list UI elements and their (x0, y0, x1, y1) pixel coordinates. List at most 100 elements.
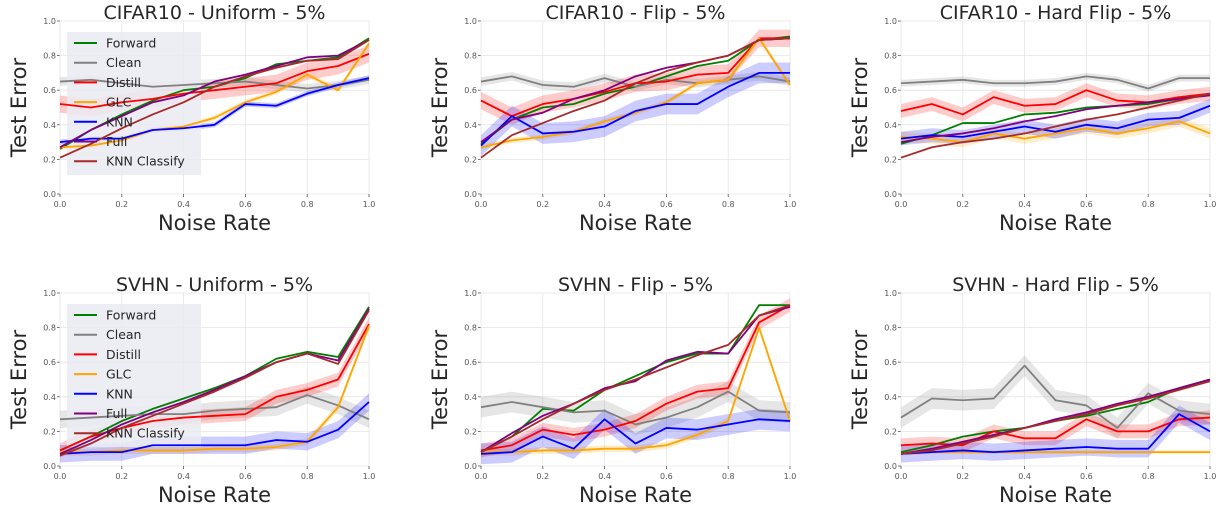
chart-panel: 0.0 0.2 0.4 0.6 0.8 1.0 0.0 0.2 0.4 0.6 0.8 1.0 CIFA… (848, 2, 1216, 235)
x-tick-label: 0.6 (239, 200, 252, 209)
y-tick-label: 0.8 (43, 324, 56, 333)
x-tick-label: 0.0 (475, 200, 488, 209)
y-tick-label: 0.0 (43, 462, 56, 471)
y-tick-label: 0.0 (884, 190, 897, 199)
x-tick-label: 0.4 (1018, 200, 1031, 209)
series-line-knn-classify (480, 304, 791, 453)
series-line-forward (480, 304, 790, 453)
series-line-knn-classify (900, 380, 1211, 455)
y-tick-label: 0.4 (464, 121, 477, 130)
x-tick-label: 0.6 (239, 472, 252, 481)
x-axis-label: Noise Rate (158, 483, 271, 507)
y-axis-label: Test Error (848, 58, 872, 159)
y-tick-label: 0.4 (43, 393, 56, 402)
y-tick-label: 1.0 (43, 17, 56, 26)
series-line-clean (900, 75, 1210, 90)
y-tick-label: 1.0 (464, 17, 477, 26)
legend-label: Full (106, 134, 127, 149)
series-line-glc (900, 451, 1210, 455)
legend-label: Full (106, 406, 127, 421)
x-tick-label: 0.4 (177, 472, 190, 481)
chart-title: SVHN - Flip - 5% (558, 274, 713, 296)
chart-title: CIFAR10 - Uniform - 5% (104, 2, 326, 24)
series-line-knn-classify (59, 39, 370, 159)
series-line-knn (480, 418, 791, 455)
series-line-glc (60, 325, 370, 454)
series-line-clean (59, 78, 370, 90)
x-tick-label: 0.2 (115, 472, 128, 481)
series-line-full (480, 305, 791, 453)
series-line-glc (481, 326, 791, 454)
series-line-clean (480, 390, 791, 426)
series-band-distill (481, 298, 790, 458)
x-tick-label: 0.8 (722, 200, 735, 209)
y-tick-label: 0.8 (884, 52, 897, 61)
x-tick-label: 1.0 (1204, 472, 1217, 481)
series-band-clean (901, 355, 1210, 439)
x-tick-label: 0.4 (598, 472, 611, 481)
x-tick-label: 0.6 (660, 472, 673, 481)
legend-label: GLC (106, 367, 132, 382)
y-tick-label: 0.6 (464, 358, 477, 367)
x-tick-label: 0.6 (1080, 472, 1093, 481)
y-tick-label: 0.2 (884, 155, 897, 164)
x-tick-label: 0.8 (1142, 472, 1155, 481)
x-tick-label: 0.2 (536, 472, 549, 481)
x-tick-label: 1.0 (1204, 200, 1217, 209)
x-tick-label: 0.2 (115, 200, 128, 209)
legend-label: Distill (106, 75, 141, 90)
series-line-knn (900, 413, 1211, 455)
x-tick-label: 0.2 (536, 200, 549, 209)
y-tick-label: 1.0 (884, 289, 897, 298)
x-axis-label: Noise Rate (999, 211, 1112, 235)
y-axis-label: Test Error (7, 330, 31, 431)
chart-panel: 0.0 0.2 0.4 0.6 0.8 1.0 0.0 0.2 0.4 0.6 0.8 1.0 SVHN… (848, 274, 1216, 507)
x-tick-label: 0.0 (475, 472, 488, 481)
y-axis-label: Test Error (7, 58, 31, 159)
series-line-knn-classify (900, 92, 1211, 159)
x-tick-label: 0.0 (54, 472, 67, 481)
chart-title: SVHN - Uniform - 5% (116, 274, 313, 296)
x-tick-label: 0.0 (895, 472, 908, 481)
chart-panel: 0.0 0.2 0.4 0.6 0.8 1.0 0.0 0.2 0.4 0.6 0.8 1.0 Forw… (7, 274, 375, 507)
y-tick-label: 1.0 (464, 289, 477, 298)
y-tick-label: 0.0 (43, 190, 56, 199)
plot-area (901, 21, 1210, 194)
series-band-distill (901, 410, 1210, 453)
y-tick-label: 0.0 (464, 190, 477, 199)
legend-label: KNN (106, 114, 133, 129)
series-line-clean (900, 364, 1211, 429)
legend-label: KNN Classify (106, 426, 185, 441)
series-band-glc (481, 35, 790, 150)
y-tick-label: 0.8 (464, 52, 477, 61)
x-axis-label: Noise Rate (579, 483, 692, 507)
series-line-knn-classify (480, 37, 791, 159)
y-axis-label: Test Error (428, 330, 452, 431)
y-tick-label: 0.6 (884, 358, 897, 367)
x-tick-label: 0.4 (177, 200, 190, 209)
series-line-knn (59, 77, 370, 143)
chart-title: CIFAR10 - Flip - 5% (546, 2, 726, 24)
y-tick-label: 0.8 (464, 324, 477, 333)
x-tick-label: 0.0 (895, 200, 908, 209)
y-tick-label: 0.4 (884, 393, 897, 402)
series-line-full (900, 94, 1211, 143)
x-tick-label: 1.0 (363, 472, 376, 481)
legend-label: KNN (106, 386, 133, 401)
series-line-glc (480, 37, 791, 149)
series-line-clean (480, 75, 791, 88)
series-band-distill (901, 83, 1210, 122)
y-tick-label: 0.4 (43, 121, 56, 130)
legend-label: Clean (106, 327, 141, 342)
series-line-glc (59, 42, 370, 149)
legend-label: GLC (106, 95, 132, 110)
chart-title: SVHN - Hard Flip - 5% (952, 274, 1159, 296)
y-tick-label: 0.2 (43, 427, 56, 436)
x-axis-label: Noise Rate (999, 483, 1112, 507)
series-line-glc (900, 120, 1211, 144)
y-tick-label: 0.6 (884, 86, 897, 95)
series-line-forward (900, 92, 1211, 145)
x-axis-label: Noise Rate (579, 211, 692, 235)
y-axis-label: Test Error (428, 58, 452, 159)
